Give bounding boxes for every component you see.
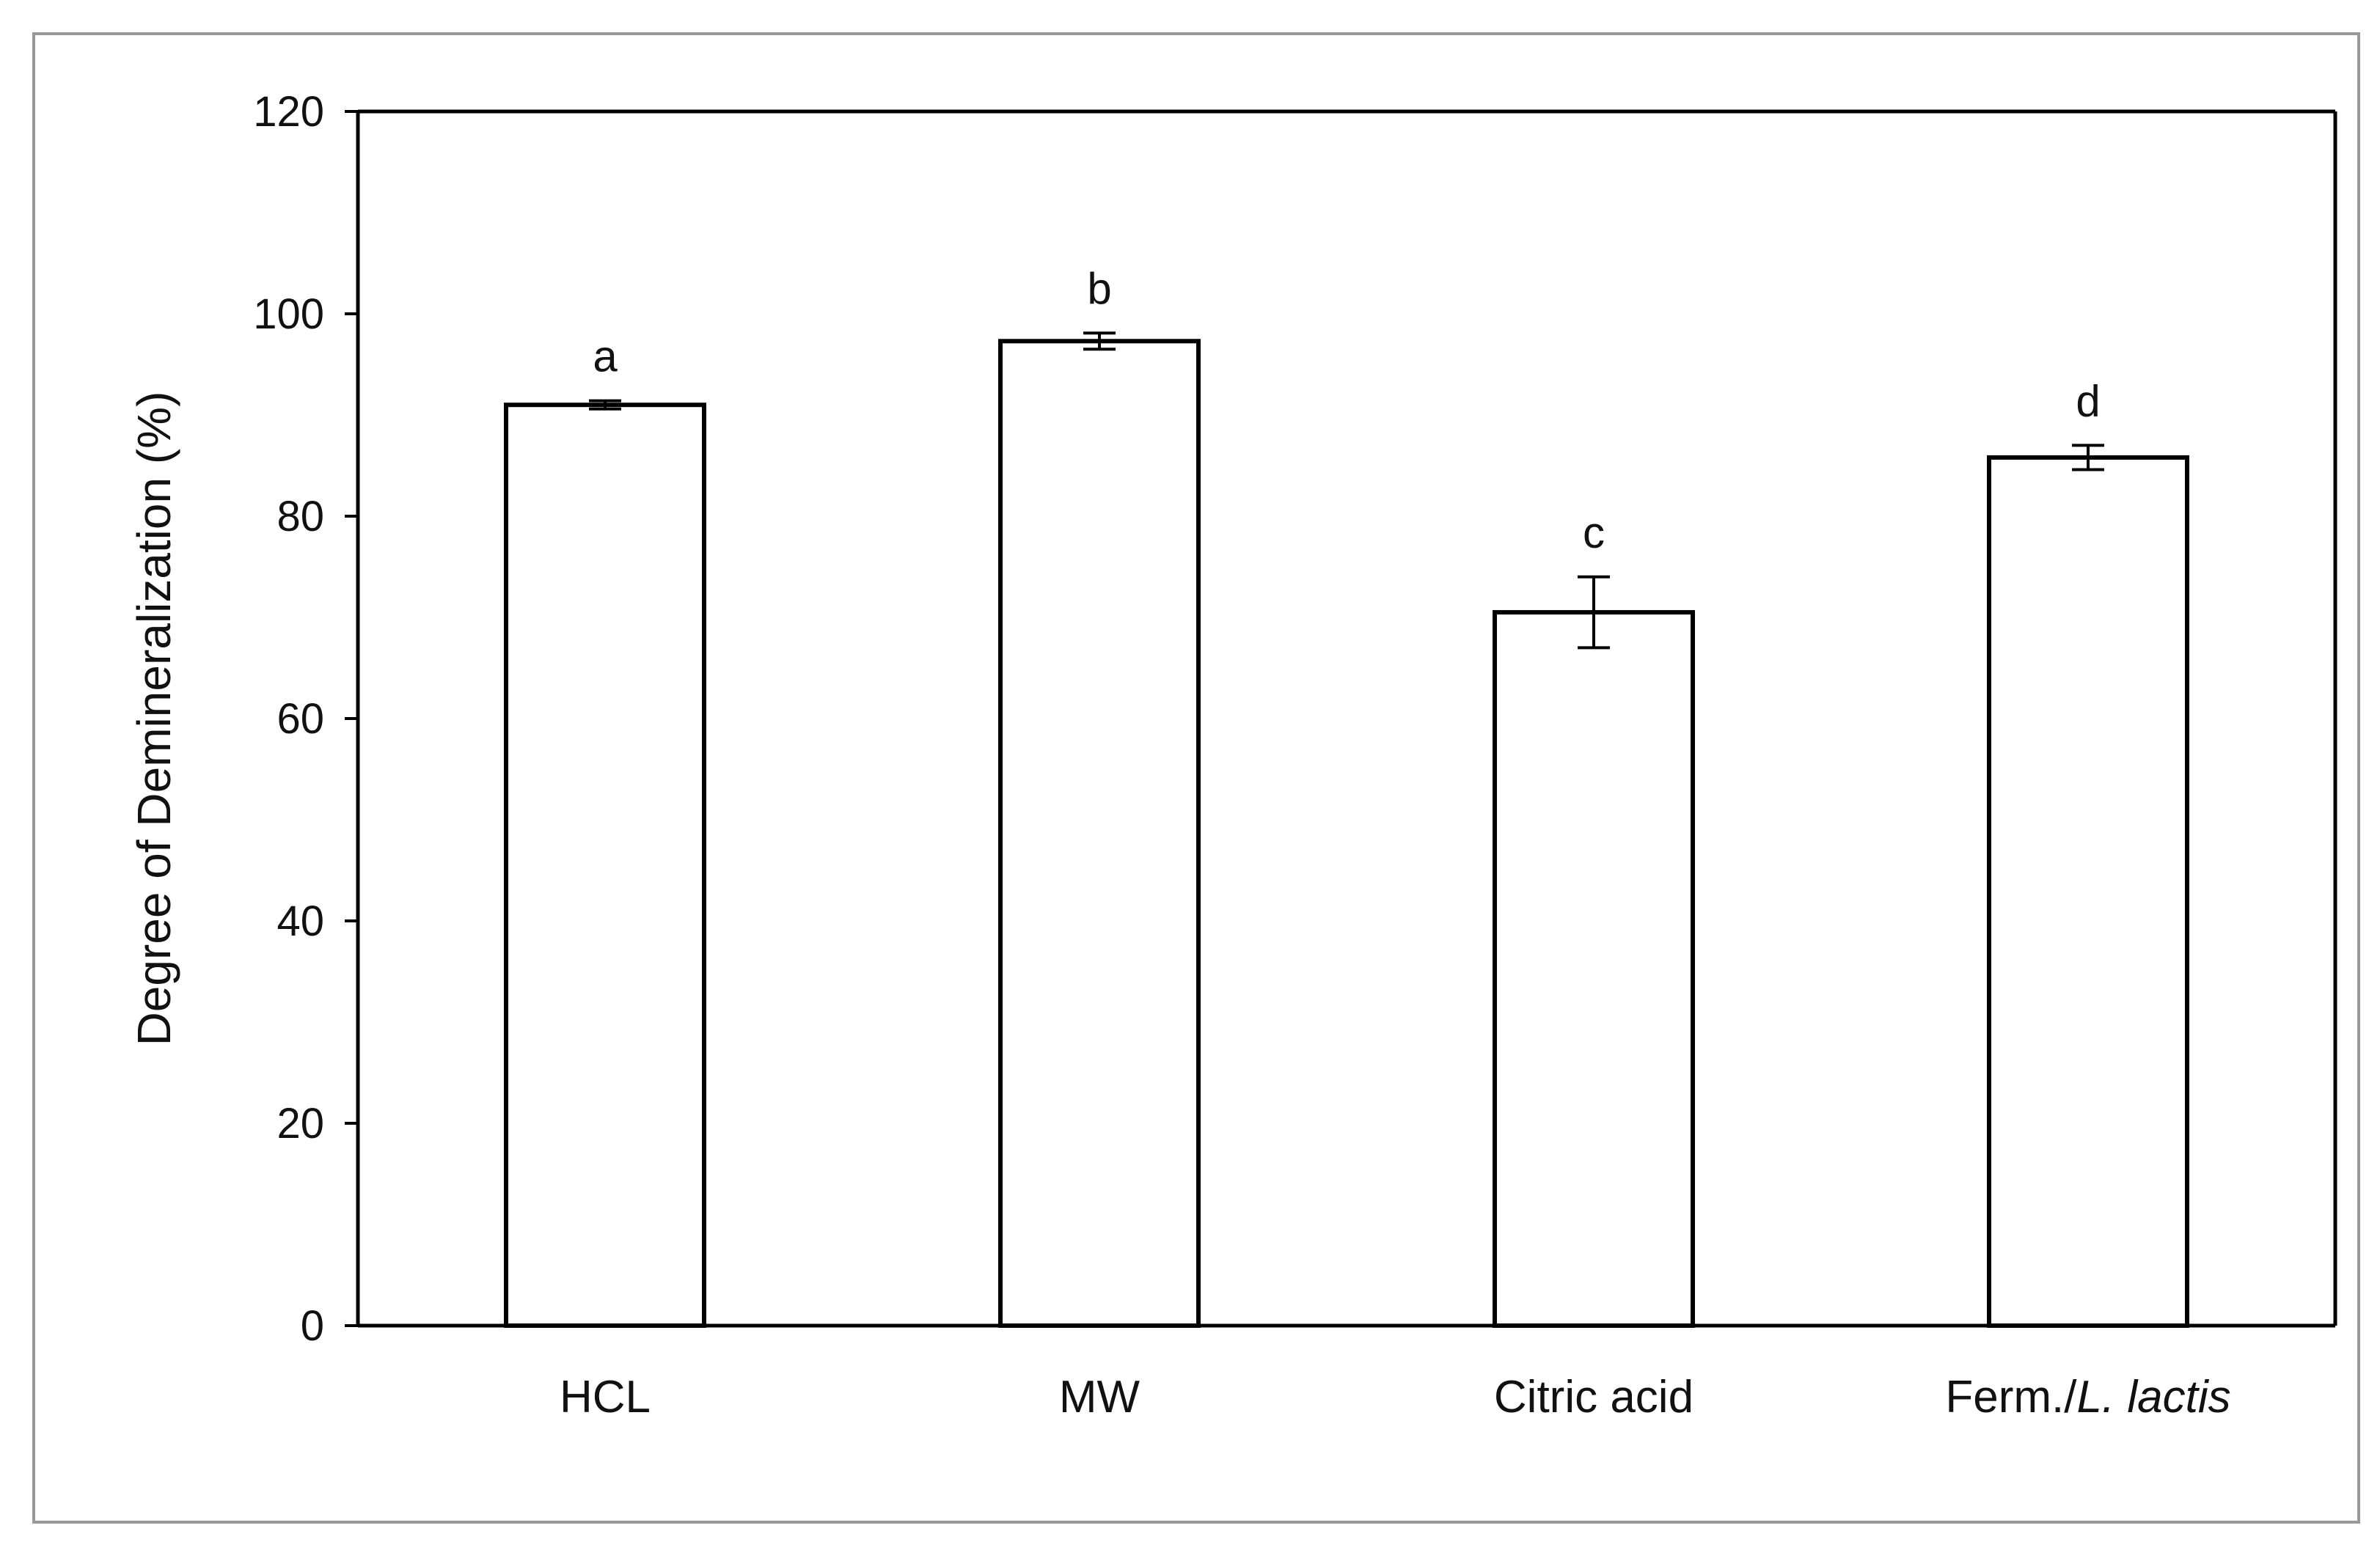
- x-tick-label: HCL: [560, 1372, 651, 1422]
- y-tick-label: 60: [277, 695, 324, 743]
- significance-label: a: [593, 332, 618, 381]
- bar: [504, 403, 706, 1329]
- bar: [998, 339, 1201, 1328]
- bar: [1493, 610, 1695, 1328]
- y-axis-label: Degree of Demineralization (%): [128, 392, 180, 1046]
- significance-label: b: [1087, 264, 1111, 313]
- y-tick-label: 120: [253, 88, 324, 136]
- x-tick-label: Citric acid: [1494, 1372, 1694, 1422]
- bar: [1987, 455, 2189, 1329]
- y-tick-label: 20: [277, 1100, 324, 1147]
- x-tick-label: MW: [1059, 1372, 1140, 1422]
- y-tick-label: 80: [277, 493, 324, 540]
- outer-frame: [32, 32, 2360, 1524]
- y-tick-label: 40: [277, 897, 324, 945]
- x-tick-label: Ferm./L. lactis: [1945, 1372, 2230, 1422]
- y-tick-label: 100: [253, 290, 324, 338]
- significance-label: d: [2076, 376, 2100, 425]
- y-tick-label: 0: [301, 1302, 324, 1350]
- plot-area: 0 20 40 60 80 100 120 a HCL b MW c Citric acid d Ferm.…: [253, 88, 2337, 1422]
- significance-label: c: [1583, 508, 1605, 557]
